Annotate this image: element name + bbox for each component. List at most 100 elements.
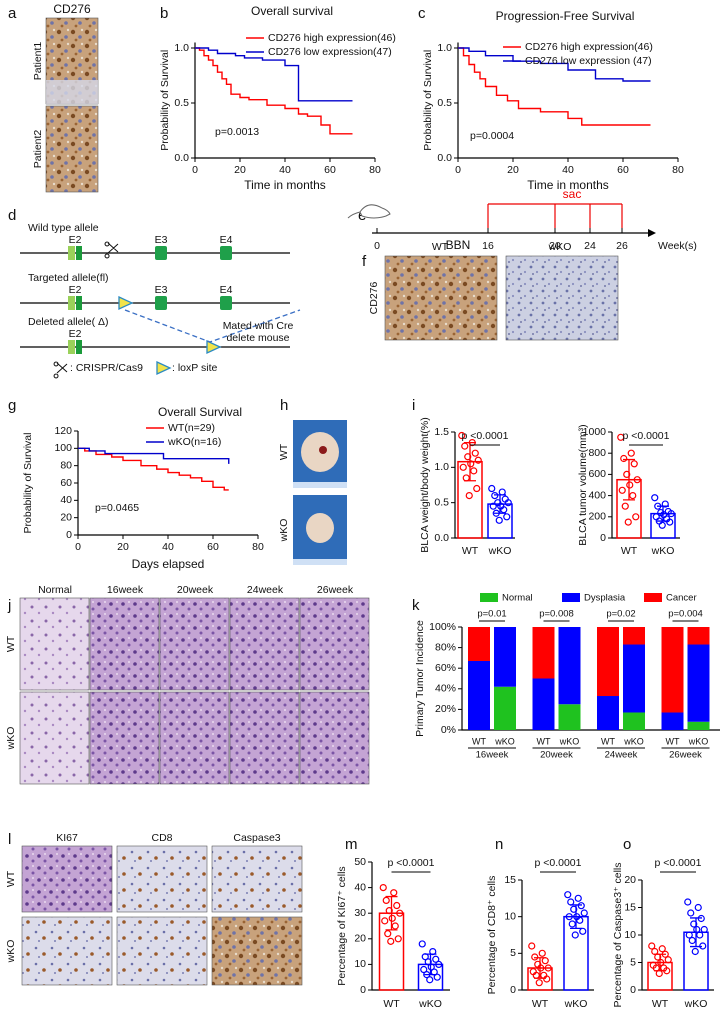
y-tick-label: 80: [60, 459, 72, 471]
x-tick-label: wKO: [684, 998, 708, 1010]
y-tick-label: 10: [624, 929, 636, 941]
data-point: [571, 931, 579, 939]
x-tick-label: WT: [621, 545, 638, 557]
y-tick-label: 20: [354, 933, 366, 945]
label: 26: [616, 240, 628, 252]
data-point: [661, 500, 669, 508]
panel-letter: o: [623, 836, 631, 853]
bar-segment: [494, 627, 516, 687]
data-point: [430, 968, 438, 976]
data-point: [570, 905, 578, 913]
label: KI67: [56, 832, 78, 844]
ruler: [293, 559, 347, 565]
data-point: [528, 942, 536, 950]
label: 20week: [177, 584, 214, 596]
exon: [76, 340, 82, 354]
data-point: [652, 964, 660, 972]
bar-segment: [687, 644, 710, 722]
p-value: p <0.0001: [534, 857, 581, 869]
data-point: [657, 958, 665, 967]
panel-letter: b: [160, 5, 168, 22]
x-tick-label: wKO: [494, 736, 515, 746]
y-tick-label: 0.0: [437, 152, 452, 164]
data-point: [661, 950, 669, 958]
bar-segment: [494, 686, 516, 730]
axes: [521, 880, 594, 991]
data-point: [663, 967, 671, 975]
panel-letter: h: [280, 397, 288, 414]
data-point: [658, 521, 666, 529]
axes: [611, 432, 680, 539]
y-tick-label: 1.0: [437, 42, 452, 54]
micrograph: [159, 691, 230, 785]
exon: [68, 296, 75, 310]
bar-segment: [558, 627, 581, 705]
rotated-label: wKO: [5, 727, 17, 751]
x-tick-label: 80: [252, 541, 264, 553]
x-tick-label: WT: [537, 736, 551, 746]
bar-segment: [687, 721, 710, 730]
exon: [76, 296, 82, 310]
x-tick-label: 80: [672, 164, 684, 176]
y-tick-label: 1.0: [434, 461, 449, 473]
y-axis-title: Primary Tumor Incidence: [414, 620, 426, 737]
data-point: [576, 916, 584, 924]
exon: [76, 246, 82, 260]
y-tick-label: 1000: [583, 426, 607, 438]
data-point: [697, 914, 705, 923]
x-tick-label: WT: [462, 545, 479, 557]
p-value: p <0.0001: [654, 857, 701, 869]
label: E3: [155, 284, 168, 296]
x-tick-label: 80: [369, 164, 381, 176]
panel-letter: a: [8, 5, 17, 22]
axes: [371, 862, 450, 991]
chart-title: Overall Survival: [158, 405, 242, 419]
x-tick-label: 0: [75, 541, 81, 553]
micrograph: [299, 691, 370, 785]
data-point: [538, 949, 546, 957]
x-tick-label: 60: [617, 164, 629, 176]
micrograph: [116, 916, 208, 986]
y-tick-label: 1.0: [174, 42, 189, 54]
p-value: p=0.0004: [470, 130, 514, 142]
label: wKO: [548, 241, 572, 253]
data-point: [467, 460, 475, 468]
rotated-label: Patient2: [32, 130, 44, 169]
data-point: [384, 930, 392, 938]
data-point: [667, 510, 675, 518]
data-point: [580, 909, 588, 917]
label: E2: [69, 284, 82, 296]
panel-letter: g: [8, 397, 16, 414]
group-label: 24week: [605, 750, 638, 761]
data-point: [564, 891, 572, 899]
data-point: [531, 953, 539, 961]
x-tick-label: 0: [192, 164, 198, 176]
bar-segment: [687, 627, 710, 645]
y-tick-label: 80%: [435, 641, 456, 653]
rotated-label: wKO: [5, 940, 17, 964]
legend-label: Cancer: [666, 593, 697, 604]
x-tick-label: 20: [507, 164, 519, 176]
data-point: [458, 431, 466, 440]
label: CD8: [151, 832, 172, 844]
y-tick-label: 0.5: [174, 97, 189, 109]
label: Week(s): [658, 240, 697, 252]
data-point: [474, 456, 482, 464]
bar-segment: [597, 696, 619, 730]
y-tick-label: 0.0: [174, 152, 189, 164]
data-point: [394, 935, 402, 943]
micrograph: [211, 845, 303, 913]
data-point: [433, 973, 441, 981]
bar-segment: [468, 627, 490, 661]
data-point: [385, 907, 393, 915]
label: WT: [432, 241, 449, 253]
y-tick-label: 15: [624, 901, 636, 913]
data-point: [537, 964, 545, 972]
x-tick-label: 0: [455, 164, 461, 176]
loxp-site: [206, 339, 222, 355]
x-axis-title: Time in months: [244, 178, 326, 192]
legend-label: WT(n=29): [168, 422, 215, 434]
y-tick-label: 200: [588, 511, 606, 523]
p-value: p <0.0001: [622, 430, 669, 442]
